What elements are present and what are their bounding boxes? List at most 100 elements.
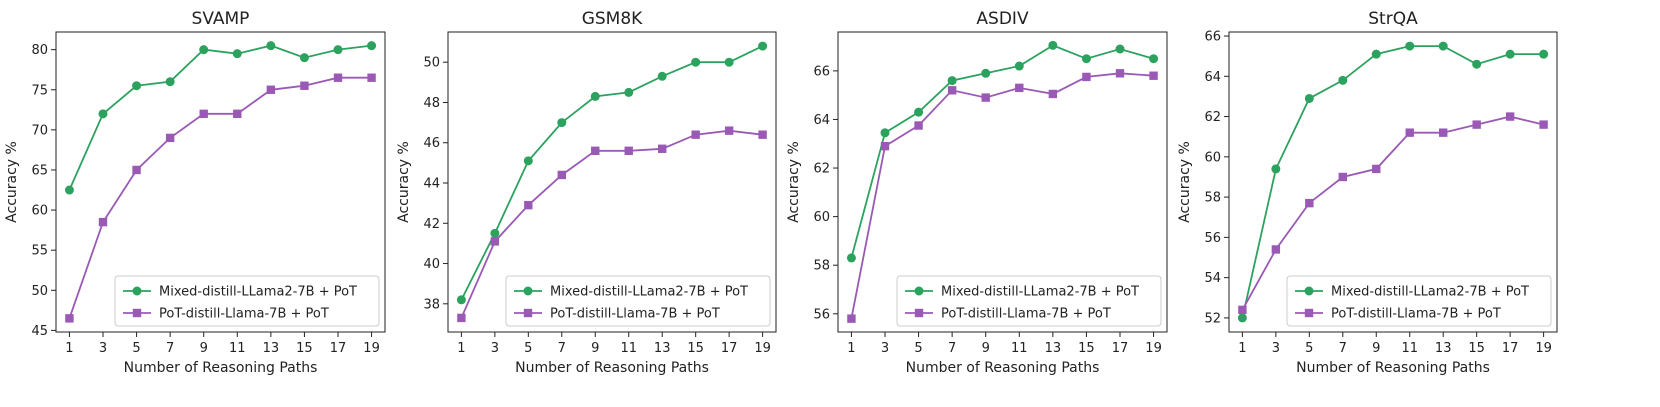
x-tick-label: 15: [687, 341, 704, 356]
y-tick-label: 64: [813, 113, 830, 128]
series-line-pot-distill: [460, 129, 763, 319]
data-point-circle: [846, 253, 856, 263]
data-point-square: [1149, 71, 1158, 80]
data-point-square: [557, 170, 566, 180]
x-tick-label: 1: [1238, 341, 1246, 356]
y-tick-label: 42: [423, 217, 440, 232]
legend-marker-square: [523, 308, 533, 318]
legend: Mixed-distill-LLama2-7B + PoT PoT-distill…: [505, 275, 771, 327]
legend-marker-circle: [1304, 286, 1314, 296]
x-tick-label: 9: [982, 341, 990, 356]
data-point-circle: [132, 81, 142, 91]
y-tick-label: 66: [813, 64, 830, 79]
y-axis-label: Accuracy %: [1177, 141, 1193, 223]
data-point-square: [1439, 128, 1448, 137]
x-tick-label: 11: [1401, 341, 1418, 356]
legend-label: PoT-distill-Llama-7B + PoT: [1331, 307, 1501, 322]
data-point-square: [132, 165, 141, 175]
data-point-square: [1048, 89, 1058, 99]
data-point-square: [1305, 198, 1314, 208]
x-tick-label: 11: [620, 341, 637, 356]
data-point-circle: [947, 76, 957, 86]
data-point-circle: [981, 68, 991, 78]
data-point-circle: [557, 118, 567, 128]
data-point-square: [490, 237, 500, 246]
plot-frame: [447, 31, 777, 333]
y-tick-label: 55: [31, 244, 48, 259]
data-point-square: [691, 130, 700, 139]
data-point-circle: [1472, 59, 1482, 69]
data-point-circle: [1149, 54, 1159, 64]
y-axis-label: Accuracy %: [786, 141, 802, 223]
series-line-mixed-distill: [68, 44, 372, 191]
legend-label: Mixed-distill-LLama2-7B + PoT: [941, 285, 1139, 300]
legend-marker-square: [914, 308, 924, 318]
data-point-square: [1372, 164, 1381, 174]
legend-marker-square: [1304, 308, 1314, 318]
legend-box: [505, 275, 771, 327]
data-point-square: [1015, 83, 1024, 93]
x-axis-label: Number of Reasoning Paths: [124, 360, 318, 376]
data-point-circle: [758, 41, 768, 51]
x-tick-label: 3: [881, 341, 889, 356]
data-point-circle: [724, 57, 734, 67]
data-point-square: [624, 146, 633, 155]
x-tick-label: 19: [1145, 341, 1162, 356]
data-point-circle: [1237, 313, 1247, 323]
x-tick-label: 5: [914, 341, 922, 356]
x-tick-label: 15: [1078, 341, 1095, 356]
data-point-circle: [1115, 44, 1125, 54]
x-axis-label: Number of Reasoning Paths: [906, 360, 1100, 376]
data-point-square: [758, 130, 767, 139]
data-point-circle: [232, 49, 242, 59]
x-tick-label: 9: [591, 341, 599, 356]
y-tick-label: 54: [1204, 271, 1221, 286]
legend: Mixed-distill-LLama2-7B + PoT PoT-distill…: [896, 275, 1162, 327]
legend-marker-circle: [132, 286, 142, 296]
legend: Mixed-distill-LLama2-7B + PoT PoT-distill…: [1286, 275, 1552, 327]
y-tick-label: 60: [31, 204, 48, 219]
series-line-mixed-distill: [1241, 45, 1544, 319]
series-line-pot-distill: [1241, 115, 1544, 311]
data-point-square: [914, 121, 923, 130]
legend-marker-circle: [914, 286, 924, 296]
x-tick-label: 7: [166, 341, 174, 356]
legend-marker-circle: [523, 286, 533, 296]
series-line-mixed-distill: [850, 44, 1154, 259]
chart-title: SVAMP: [192, 9, 250, 29]
legend-label: Mixed-distill-LLama2-7B + PoT: [159, 285, 357, 300]
x-tick-label: 19: [363, 341, 380, 356]
data-point-square: [300, 81, 309, 90]
data-point-circle: [199, 45, 209, 55]
legend-label: PoT-distill-Llama-7B + PoT: [550, 307, 720, 322]
data-point-square: [1115, 69, 1125, 78]
y-tick-label: 48: [423, 96, 440, 111]
legend-label: PoT-distill-Llama-7B + PoT: [941, 307, 1111, 322]
y-tick-label: 65: [31, 163, 48, 178]
data-point-square: [199, 109, 208, 119]
x-tick-label: 15: [296, 341, 313, 356]
data-point-circle: [165, 77, 175, 87]
x-tick-label: 5: [1305, 341, 1313, 356]
legend-label: Mixed-distill-LLama2-7B + PoT: [550, 285, 748, 300]
x-tick-label: 13: [1435, 341, 1452, 356]
x-tick-label: 1: [65, 341, 73, 356]
x-tick-label: 11: [1011, 341, 1028, 356]
data-point-square: [1238, 305, 1247, 315]
x-tick-label: 3: [491, 341, 499, 356]
y-tick-label: 45: [31, 324, 48, 339]
y-tick-label: 64: [1204, 70, 1221, 85]
x-tick-label: 13: [263, 341, 280, 356]
x-tick-label: 19: [1535, 341, 1552, 356]
data-point-circle: [490, 228, 500, 238]
data-point-square: [367, 73, 376, 82]
x-axis-label: Number of Reasoning Paths: [1296, 360, 1490, 376]
y-tick-label: 56: [1204, 231, 1221, 246]
data-point-square: [591, 146, 600, 155]
data-point-circle: [523, 156, 533, 166]
y-tick-label: 62: [813, 162, 830, 177]
